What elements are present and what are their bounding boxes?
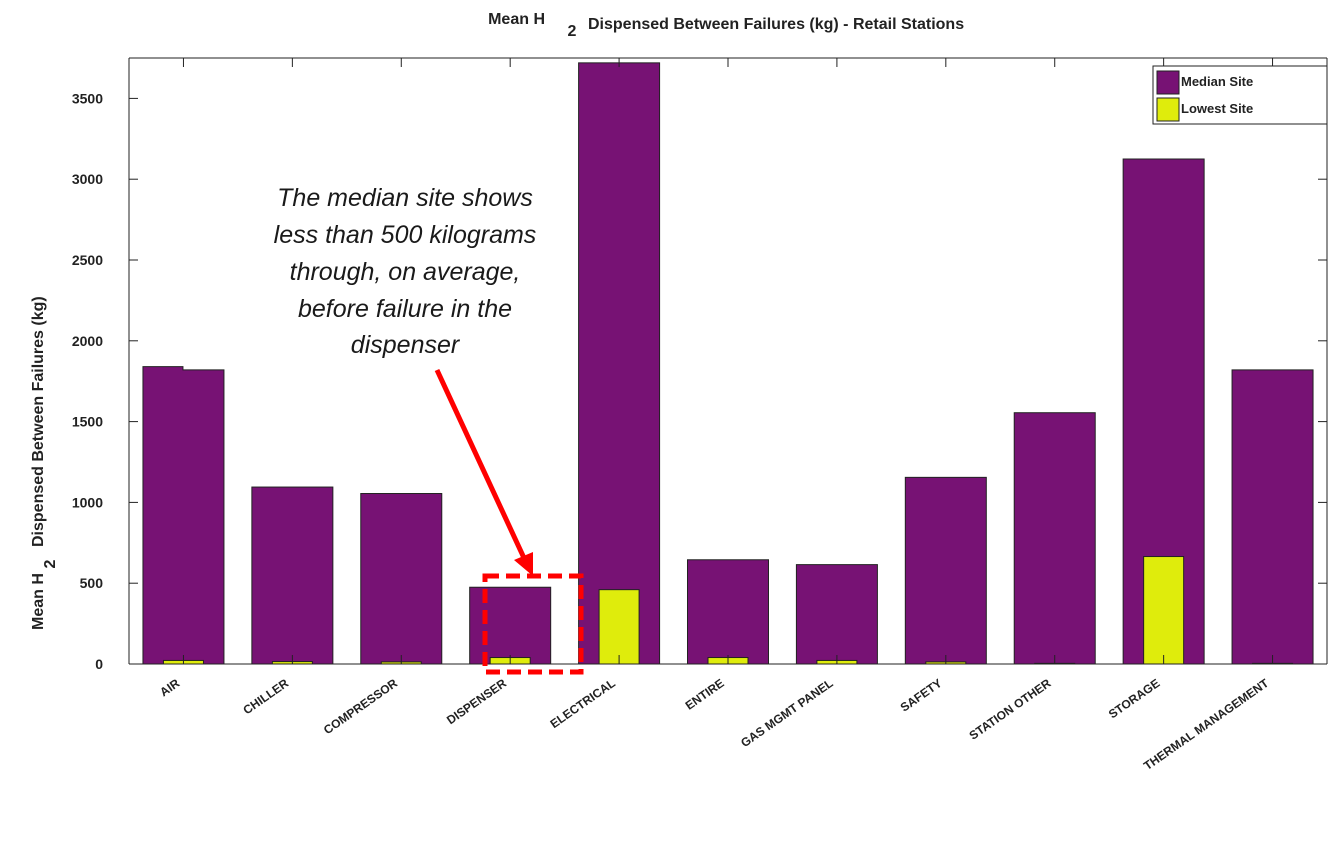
annotation-arrow-head (514, 552, 533, 576)
bar-median-7 (904, 476, 987, 665)
bar-median-10 (1231, 369, 1314, 665)
y-tick-label-7: 3500 (72, 90, 103, 106)
chart-title-rest: Dispensed Between Failures (kg) - Retail… (588, 16, 964, 33)
x-tick-label-10: THERMAL MANAGEMENT (1141, 676, 1272, 773)
x-tick-label-0: AIR (157, 676, 182, 700)
x-tick-label-8: STATION OTHER (967, 676, 1054, 743)
x-tick-label-4: ELECTRICAL (548, 676, 618, 731)
annotation: The median site shows less than 500 kilo… (274, 184, 584, 675)
legend-swatch-median (1156, 70, 1180, 95)
y-axis-label-subscript: 2 (42, 559, 59, 568)
y-axis-label: Mean H (30, 573, 47, 630)
x-tick-label-3: DISPENSER (444, 676, 509, 727)
bar-median-1 (251, 486, 334, 665)
x-tick-label-7: SAFETY (898, 676, 945, 715)
bar-lowest-4 (598, 589, 640, 665)
bar-median-4 (578, 62, 661, 665)
legend-box (1152, 65, 1328, 125)
chart-title-subscript: 2 (568, 23, 577, 40)
y-ticks: 0 500 1000 1500 2000 2500 3000 3500 (72, 90, 1327, 672)
chart-title: Mean H (488, 11, 545, 28)
bar-median-5 (687, 559, 769, 665)
bar-lowest-9 (1143, 556, 1185, 665)
bar-median-3 (469, 586, 552, 665)
annotation-line-3: through, on average, (290, 258, 521, 286)
y-axis-label-rest: Dispensed Between Failures (kg) (30, 296, 47, 547)
y-tick-label-1: 500 (80, 575, 104, 591)
annotation-line-4: before failure in the (298, 295, 512, 323)
x-tick-label-5: ENTIRE (683, 676, 727, 713)
x-ticks: AIR CHILLER COMPRESSOR DISPENSER ELECTRICAL E… (157, 58, 1274, 773)
annotation-arrow-shaft (434, 368, 527, 560)
y-tick-label-4: 2000 (72, 333, 103, 349)
bars (142, 62, 1314, 665)
x-tick-label-2: COMPRESSOR (321, 676, 400, 737)
x-tick-label-6: GAS MGMT PANEL (738, 676, 835, 750)
y-tick-label-2: 1000 (72, 494, 103, 510)
y-tick-label-6: 3000 (72, 171, 103, 187)
x-tick-label-9: STORAGE (1106, 676, 1162, 721)
y-tick-label-0: 0 (95, 656, 103, 672)
x-tick-label-1: CHILLER (240, 676, 291, 717)
bar-median-6 (795, 564, 878, 665)
legend-label-lowest: Lowest Site (1181, 101, 1253, 116)
bar-median-2 (360, 493, 443, 665)
annotation-line-1: The median site shows (277, 184, 533, 212)
y-tick-label-3: 1500 (72, 414, 103, 430)
bar-median-8 (1013, 412, 1096, 665)
annotation-line-2: less than 500 kilograms (274, 221, 537, 249)
legend: Median Site Lowest Site (1152, 65, 1328, 125)
y-tick-label-5: 2500 (72, 252, 103, 268)
bar-median-0 (142, 366, 225, 665)
legend-swatch-lowest (1156, 97, 1180, 122)
annotation-highlight-box (482, 573, 584, 675)
annotation-line-5: dispenser (351, 331, 461, 359)
legend-label-median: Median Site (1181, 74, 1253, 89)
